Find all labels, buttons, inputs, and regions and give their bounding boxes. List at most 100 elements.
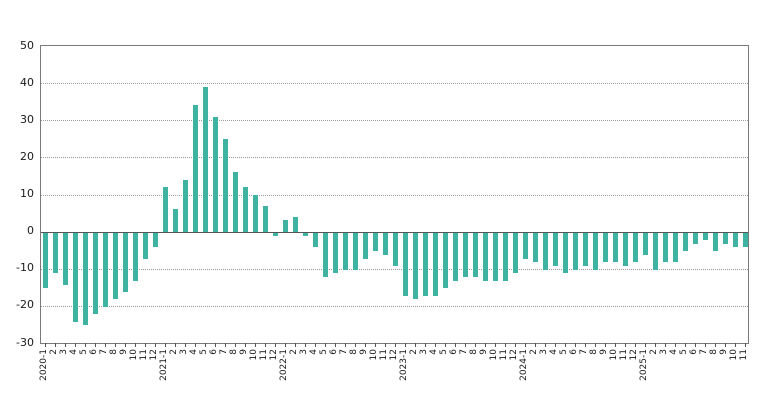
x-tick	[634, 343, 636, 347]
x-tick	[734, 343, 736, 347]
x-tick-label: 4	[309, 349, 319, 355]
bar	[343, 232, 348, 270]
x-tick	[534, 343, 536, 347]
x-tick-label: 11	[139, 349, 149, 361]
bar	[53, 232, 58, 274]
x-tick-label: 2	[169, 349, 179, 355]
gridline	[41, 120, 748, 122]
x-tick-label: 9	[479, 349, 489, 355]
x-tick-label: 10	[249, 349, 259, 361]
bar	[503, 232, 508, 281]
x-tick-label: 9	[359, 349, 369, 355]
bar	[493, 232, 498, 281]
bar	[263, 205, 268, 232]
bar	[253, 194, 258, 232]
bar	[393, 232, 398, 267]
bar	[443, 232, 448, 289]
x-tick	[314, 343, 316, 347]
x-tick	[254, 343, 256, 347]
x-tick	[704, 343, 706, 347]
x-tick	[394, 343, 396, 347]
bar	[663, 232, 668, 263]
x-tick	[364, 343, 366, 347]
x-tick-label: 6	[89, 349, 99, 355]
x-tick	[434, 343, 436, 347]
x-tick	[144, 343, 146, 347]
bar	[383, 232, 388, 255]
x-tick-label: 10	[369, 349, 379, 361]
x-tick-label: 9	[239, 349, 249, 355]
y-tick-label: 10	[20, 187, 34, 200]
x-tick	[694, 343, 696, 347]
x-tick	[684, 343, 686, 347]
y-tick-label: 40	[20, 75, 34, 89]
bar	[373, 232, 378, 252]
x-tick	[94, 343, 96, 347]
bar	[553, 232, 558, 267]
x-tick	[384, 343, 386, 347]
x-tick-label: 12	[269, 349, 279, 361]
bar	[613, 232, 618, 263]
x-tick	[124, 343, 126, 347]
x-tick	[644, 343, 646, 347]
bar	[653, 232, 658, 270]
bar	[543, 232, 548, 270]
x-tick	[524, 343, 526, 347]
x-tick	[194, 343, 196, 347]
bar	[233, 172, 238, 232]
bar	[213, 116, 218, 232]
x-tick-label: 4	[189, 349, 199, 355]
y-tick-label: 30	[20, 112, 34, 126]
y-tick-label: 50	[20, 38, 34, 52]
bar	[323, 232, 328, 278]
x-tick	[274, 343, 276, 347]
x-tick-label: 2021-1	[159, 349, 169, 381]
bar	[313, 232, 318, 248]
x-tick	[494, 343, 496, 347]
x-tick-label: 6	[329, 349, 339, 355]
x-tick	[414, 343, 416, 347]
bar	[683, 232, 688, 252]
bar	[523, 232, 528, 259]
x-tick	[724, 343, 726, 347]
bar	[163, 187, 168, 232]
x-tick	[244, 343, 246, 347]
x-tick	[424, 343, 426, 347]
bar	[293, 216, 298, 232]
bar	[203, 86, 208, 232]
x-tick	[664, 343, 666, 347]
x-tick-label: 12	[629, 349, 639, 361]
x-tick-label: 7	[459, 349, 469, 355]
gridline	[41, 268, 748, 270]
x-tick-label: 2	[649, 349, 659, 355]
x-tick	[44, 343, 46, 347]
x-tick-label: 8	[709, 349, 719, 355]
bar	[123, 232, 128, 293]
x-tick-label: 4	[669, 349, 679, 355]
x-tick	[374, 343, 376, 347]
x-tick	[344, 343, 346, 347]
x-tick-label: 6	[569, 349, 579, 355]
x-tick-label: 5	[79, 349, 89, 355]
x-tick-label: 7	[219, 349, 229, 355]
x-tick	[334, 343, 336, 347]
x-tick	[744, 343, 746, 347]
x-tick	[164, 343, 166, 347]
x-tick	[404, 343, 406, 347]
x-tick-label: 7	[99, 349, 109, 355]
bar	[633, 232, 638, 263]
x-tick-label: 12	[509, 349, 519, 361]
y-tick-label: 20	[20, 149, 34, 163]
bar	[243, 187, 248, 232]
x-tick-label: 5	[439, 349, 449, 355]
x-tick	[674, 343, 676, 347]
x-tick-label: 2022-1	[279, 349, 289, 381]
x-tick	[234, 343, 236, 347]
bar	[153, 232, 158, 248]
x-tick	[584, 343, 586, 347]
y-tick-label: -30	[16, 335, 34, 349]
x-tick-label: 2020-1	[39, 349, 49, 381]
bar	[353, 232, 358, 270]
bar	[673, 232, 678, 263]
